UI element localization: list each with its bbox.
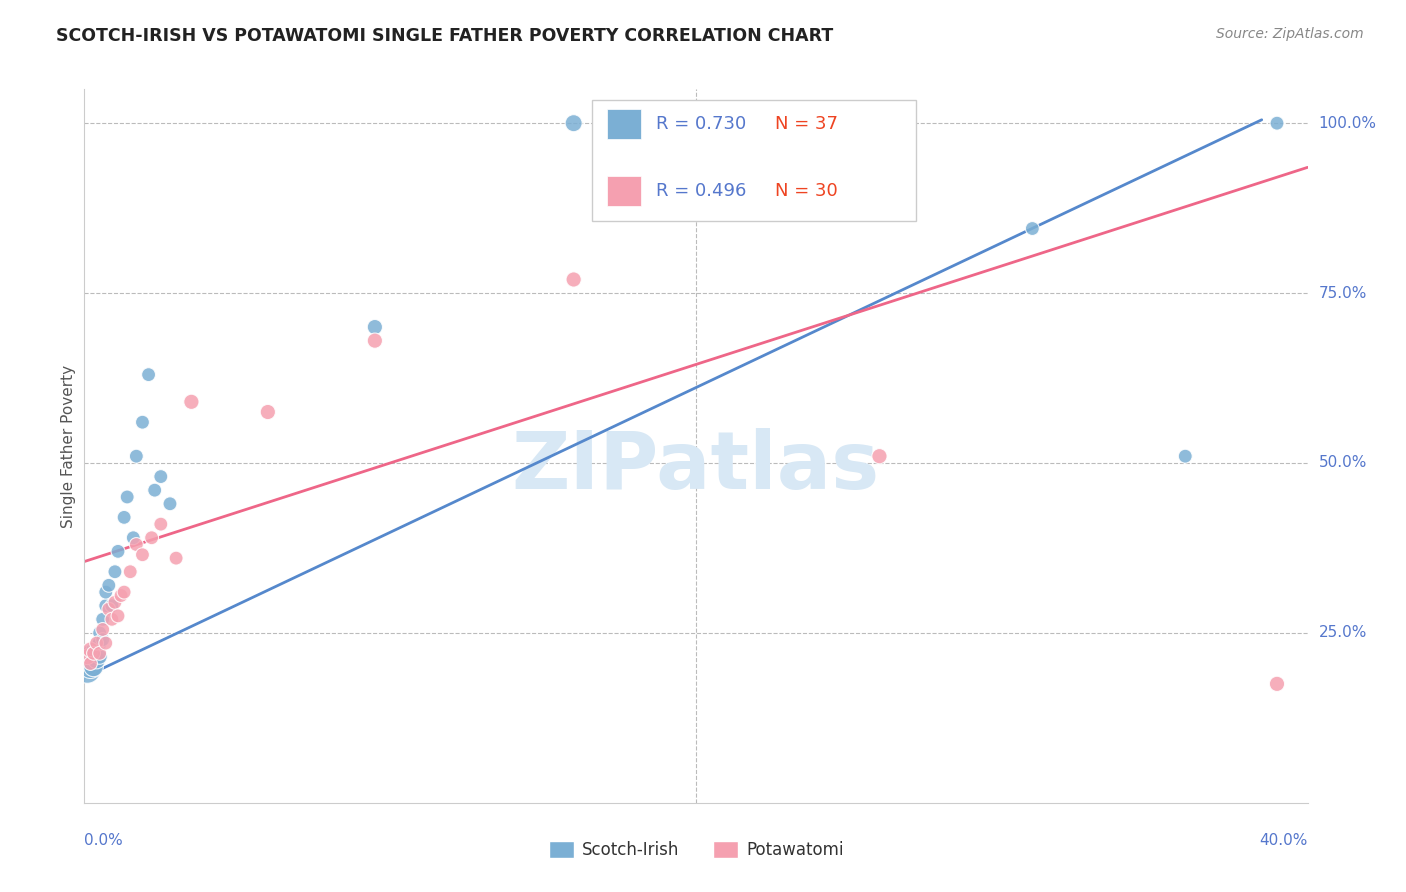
Point [79, 646, 101, 660]
Point [125, 537, 148, 551]
Point [83, 646, 105, 660]
Point [1021, 221, 1043, 235]
Point [1265, 116, 1288, 130]
Point [86, 653, 108, 667]
Point [107, 608, 129, 623]
Point [143, 483, 166, 498]
Point [131, 548, 153, 562]
Point [97, 578, 120, 592]
Point [89, 636, 111, 650]
Point [112, 510, 135, 524]
Point [89, 626, 111, 640]
Point [83, 649, 105, 664]
Point [86, 636, 108, 650]
Point [79, 643, 101, 657]
Point [257, 405, 280, 419]
Point [94, 599, 117, 613]
Point [364, 334, 387, 348]
Text: Source: ZipAtlas.com: Source: ZipAtlas.com [1216, 27, 1364, 41]
Point [107, 544, 129, 558]
Point [180, 394, 202, 409]
Point [76, 649, 98, 664]
Text: 50.0%: 50.0% [1319, 456, 1367, 470]
Point [131, 415, 153, 429]
Point [122, 531, 145, 545]
Point [562, 272, 585, 286]
Point [141, 531, 163, 545]
Point [838, 204, 860, 219]
Point [76, 649, 98, 664]
Text: 75.0%: 75.0% [1319, 285, 1367, 301]
Point [91, 632, 114, 647]
Text: N = 37: N = 37 [776, 115, 838, 133]
Point [149, 517, 172, 532]
Point [86, 640, 108, 654]
Legend: Scotch-Irish, Potawatomi: Scotch-Irish, Potawatomi [541, 834, 851, 866]
Point [104, 595, 127, 609]
Point [101, 599, 124, 613]
Point [104, 565, 127, 579]
Point [76, 663, 98, 677]
Point [1265, 677, 1288, 691]
Point [149, 469, 172, 483]
Point [91, 623, 114, 637]
Point [89, 646, 111, 660]
Point [364, 320, 387, 334]
Point [91, 612, 114, 626]
Point [869, 449, 891, 463]
Bar [606, 109, 641, 139]
FancyBboxPatch shape [592, 100, 917, 221]
Point [79, 657, 101, 671]
Point [1174, 449, 1197, 463]
Text: SCOTCH-IRISH VS POTAWATOMI SINGLE FATHER POVERTY CORRELATION CHART: SCOTCH-IRISH VS POTAWATOMI SINGLE FATHER… [56, 27, 834, 45]
Text: 0.0%: 0.0% [84, 833, 124, 848]
Point [138, 368, 160, 382]
Point [159, 497, 181, 511]
Point [120, 565, 142, 579]
Text: 100.0%: 100.0% [1319, 116, 1376, 131]
Point [79, 653, 101, 667]
Point [562, 116, 585, 130]
Point [94, 585, 117, 599]
Point [89, 649, 111, 664]
Point [79, 660, 101, 674]
Point [83, 643, 105, 657]
Text: R = 0.496: R = 0.496 [655, 182, 747, 200]
Text: N = 30: N = 30 [776, 182, 838, 200]
Point [165, 551, 187, 566]
Point [125, 449, 148, 463]
Text: 25.0%: 25.0% [1319, 625, 1367, 640]
Y-axis label: Single Father Poverty: Single Father Poverty [60, 365, 76, 527]
Point [97, 602, 120, 616]
Point [83, 660, 105, 674]
Text: 40.0%: 40.0% [1260, 833, 1308, 848]
Point [76, 657, 98, 671]
Text: ZIPatlas: ZIPatlas [512, 428, 880, 507]
Point [110, 589, 132, 603]
Point [115, 490, 138, 504]
Text: R = 0.730: R = 0.730 [655, 115, 745, 133]
Point [101, 612, 124, 626]
Bar [606, 176, 641, 205]
Point [112, 585, 135, 599]
Point [94, 636, 117, 650]
